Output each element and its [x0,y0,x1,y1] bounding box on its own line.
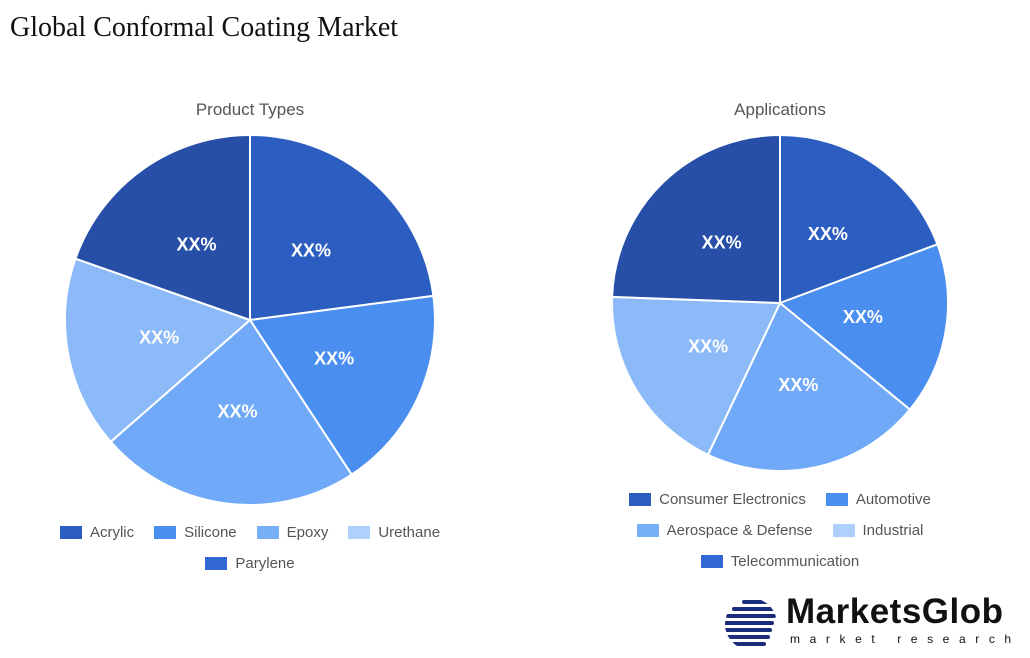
legend-swatch [59,526,82,539]
data-label: XX% [843,307,883,327]
legend-swatch [629,493,652,506]
legend-item[interactable]: Industrial [832,522,924,539]
legend-swatch [832,524,855,537]
data-label: XX% [702,233,742,253]
legend-item[interactable]: Automotive [825,491,931,508]
legend-item[interactable]: Telecommunication [700,553,860,570]
pie-slice-silicone[interactable] [248,294,436,476]
legend-label: Telecommunication [730,553,860,570]
legend-label: Silicone [184,524,237,541]
legend-item[interactable]: Aerospace & Defense [636,522,813,539]
pie-slice-parylene[interactable] [74,133,251,322]
data-label: XX% [139,327,179,347]
legend-item[interactable]: Acrylic [59,524,135,541]
pie-slice-consumer-electronics[interactable] [779,133,939,305]
legend-label: Industrial [862,522,924,539]
legend-swatch [348,526,371,539]
legend-product-types: Acrylic Silicone Epoxy Urethane Parylene [40,524,460,572]
legend-label: Consumer Electronics [659,491,806,508]
legend-label: Automotive [855,491,931,508]
legend-label: Acrylic [89,524,135,541]
page-title: Global Conformal Coating Market [10,12,399,43]
legend-swatch [825,493,848,506]
legend-item[interactable]: Parylene [205,555,295,572]
data-label: XX% [808,224,848,244]
data-label: XX% [218,402,258,422]
data-label: XX% [291,240,331,260]
legend-item[interactable]: Urethane [348,524,440,541]
data-label: XX% [314,348,354,368]
logo-name: MarketsGlob [786,592,1004,631]
pie-slice-epoxy[interactable] [109,318,354,506]
legend-swatch [700,555,723,568]
pie-slice-automotive[interactable] [778,243,949,411]
legend-item[interactable]: Silicone [154,524,237,541]
legend-label: Aerospace & Defense [666,522,813,539]
data-label: XX% [778,375,818,395]
data-label: XX% [688,337,728,357]
legend-label: Parylene [235,555,295,572]
legend-swatch [636,524,659,537]
data-label: XX% [177,235,217,255]
chart-title-applications: Applications [734,100,826,119]
legend-item[interactable]: Consumer Electronics [629,491,806,508]
pie-slice-industrial[interactable] [611,295,782,457]
pie-slice-acrylic[interactable] [249,133,435,322]
legend-swatch [154,526,177,539]
pie-slice-telecommunication[interactable] [611,133,781,305]
logo-tagline: market research [790,632,1021,646]
legend-applications: Consumer Electronics Automotive Aerospace … [600,491,960,570]
legend-label: Urethane [378,524,441,541]
marketsglob-logo: MarketsGlob market research [724,592,1024,652]
legend-label: Epoxy [286,524,329,541]
chart-title-product-types: Product Types [195,100,305,119]
legend-swatch [205,557,228,570]
legend-swatch [256,526,279,539]
globe-icon [725,600,776,646]
legend-item[interactable]: Epoxy [256,524,329,541]
pie-slice-aerospace-defense[interactable] [706,301,912,472]
